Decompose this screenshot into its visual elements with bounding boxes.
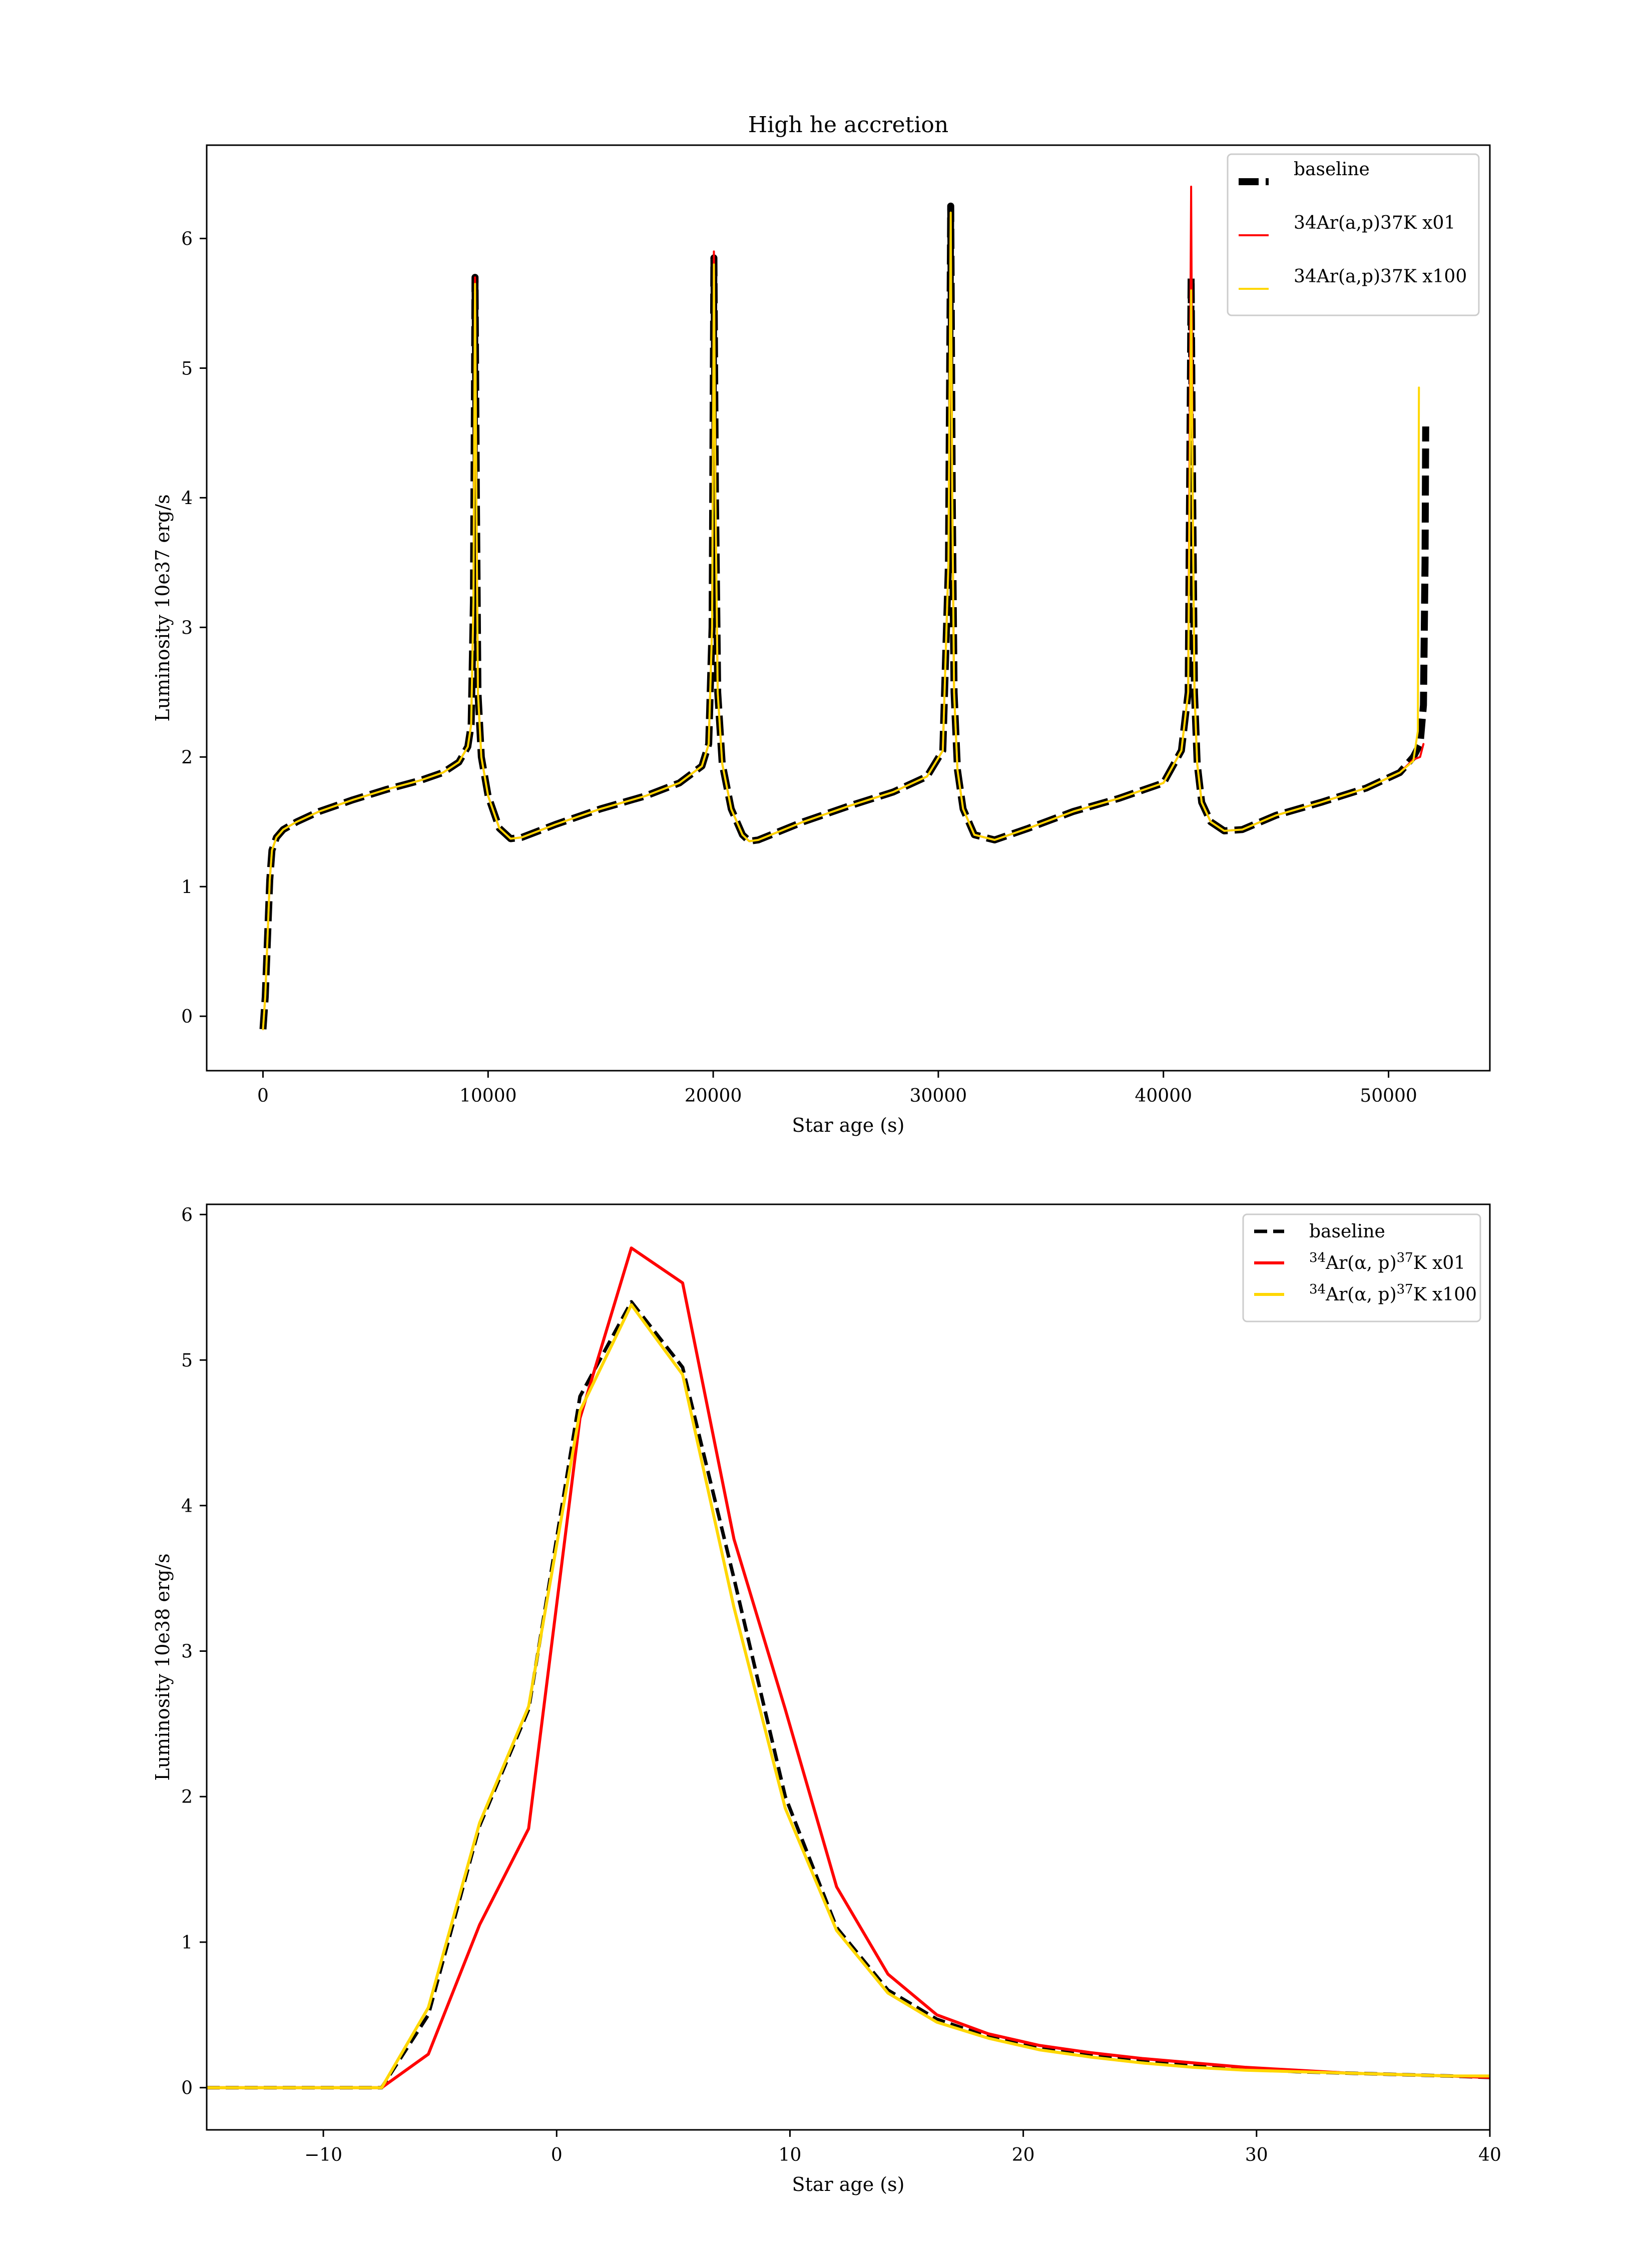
y-tick-label: 2: [181, 1787, 193, 1808]
x-tick-label: 0: [551, 2145, 563, 2165]
legend-label: 34Ar(a,p)37K x100: [1294, 266, 1467, 287]
y-tick-label: 3: [181, 1642, 193, 1662]
series-line-x100: [262, 211, 1420, 1031]
y-axis-label: Luminosity 10e38 erg/s: [152, 1553, 174, 1780]
legend-label: 34Ar(a,p)37K x01: [1294, 213, 1455, 233]
x-axis-label: Star age (s): [792, 1114, 905, 1136]
y-tick-label: 0: [181, 1007, 193, 1027]
plot-area: [207, 1246, 1490, 2090]
chart-bottom: −10 0 10 20 30 40 0 1 2 3 4 5 6 Star age (s) Luminosit…: [152, 1203, 1501, 2195]
axes-frame: [206, 144, 1491, 1072]
x-tick-label: 30: [1245, 2145, 1268, 2165]
axes-frame: [206, 1203, 1491, 2131]
legend-box: [1242, 1213, 1481, 1322]
legend-label: baseline: [1294, 159, 1370, 180]
y-tick-label: 2: [181, 747, 193, 768]
y-tick-label: 5: [181, 1350, 193, 1371]
legend-label: 34Ar(α, p)37K x01: [1309, 1250, 1465, 1273]
x-axis-label: Star age (s): [792, 2173, 905, 2195]
y-tick-label: 6: [181, 229, 193, 249]
legend-box: [1227, 153, 1480, 316]
x-tick-label: 30000: [910, 1086, 967, 1106]
y-tick-label: 4: [181, 1496, 193, 1517]
y-tick-label: 6: [181, 1205, 193, 1225]
legend: baseline 34Ar(α, p)37K x01 34Ar(α, p)37K x…: [1242, 1213, 1481, 1322]
x-tick-label: 20000: [685, 1086, 742, 1106]
chart-top: 0 10000 20000 30000 40000 50000 0 1 2 3 4 5 6 Star ag…: [152, 112, 1491, 1136]
y-tick-label: 1: [181, 1933, 193, 1953]
legend: baseline 34Ar(a,p)37K x01 34Ar(a,p)37K x10…: [1227, 153, 1480, 316]
y-tick-label: 5: [181, 358, 193, 379]
x-tick-label: 20: [1012, 2145, 1035, 2165]
legend-label: 34Ar(α, p)37K x100: [1309, 1282, 1477, 1305]
x-tick-label: 40000: [1135, 1086, 1192, 1106]
legend-label: baseline: [1309, 1221, 1385, 1242]
y-tick-label: 0: [181, 2078, 193, 2099]
x-tick-label: −10: [304, 2145, 342, 2165]
plot-area: [259, 185, 1429, 1031]
x-tick-label: 50000: [1360, 1086, 1417, 1106]
y-axis-label: Luminosity 10e37 erg/s: [152, 494, 174, 721]
x-tick-label: 10: [779, 2145, 802, 2165]
x-tick-label: 10000: [459, 1086, 517, 1106]
x-tick-label: 0: [257, 1086, 269, 1106]
series-line-x100: [207, 1303, 1490, 2089]
y-tick-label: 1: [181, 877, 193, 897]
y-tick-label: 3: [181, 618, 193, 638]
y-tick-label: 4: [181, 488, 193, 509]
x-tick-label: 40: [1478, 2145, 1501, 2165]
chart-title: High he accretion: [748, 112, 948, 138]
